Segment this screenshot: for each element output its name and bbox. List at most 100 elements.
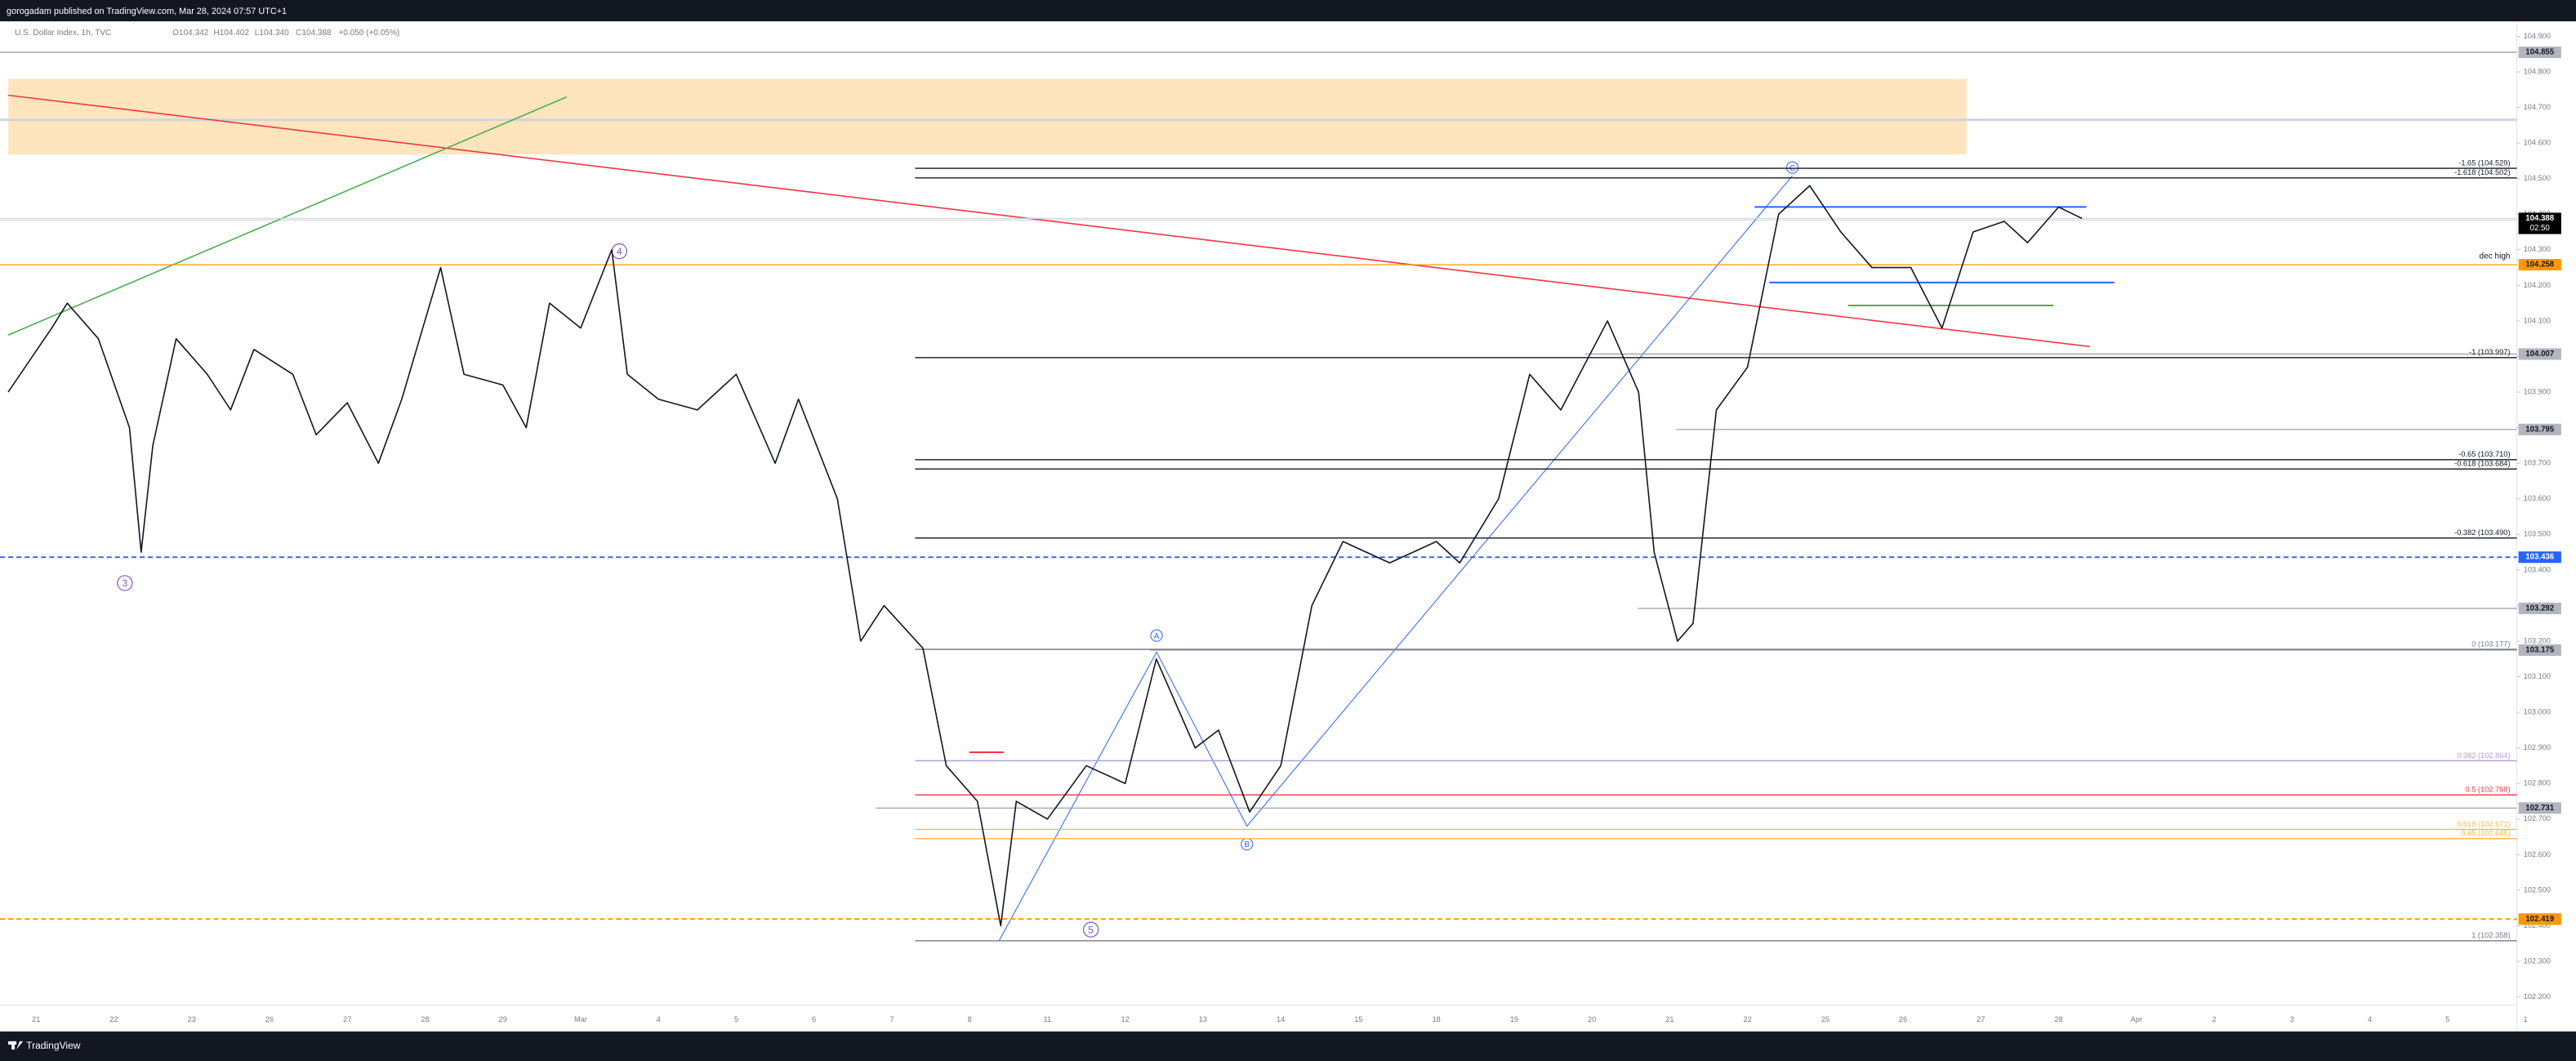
price-path xyxy=(7,185,2083,927)
fib-label: -1.65 (104.529) xyxy=(2458,158,2510,167)
y-tick-label: 103.600 xyxy=(2524,494,2551,502)
price-tag-label: 104.007 xyxy=(2525,350,2554,359)
wave-labels: 3 4 5 A B C xyxy=(117,161,1799,938)
price-tag xyxy=(2518,913,2561,925)
x-tick-label: 2 xyxy=(2212,1015,2216,1023)
price-tag-label: 103.436 xyxy=(2525,553,2554,562)
ohlc-value: L104.340 xyxy=(255,29,289,38)
x-tick-label: 4 xyxy=(2368,1015,2372,1023)
footer-bar xyxy=(0,1031,2576,1061)
fib-label: -1.618 (104.502) xyxy=(2454,168,2510,176)
trend-line xyxy=(7,96,568,336)
fib-label: -0.65 (103.710) xyxy=(2458,450,2510,458)
symbol-title: U.S. Dollar Index, 1h, TVC xyxy=(15,29,111,38)
x-tick-label: 22 xyxy=(109,1015,118,1023)
x-tick-label: 5 xyxy=(2445,1015,2449,1023)
wave-label: A xyxy=(1154,632,1160,641)
x-tick-label: 11 xyxy=(1044,1015,1052,1023)
header-bar xyxy=(0,0,2576,22)
y-tick-label: 102.700 xyxy=(2524,814,2551,822)
x-tick-label: 8 xyxy=(968,1015,972,1023)
x-tick-label: 21 xyxy=(32,1015,40,1023)
y-tick-label: 103.200 xyxy=(2524,636,2551,644)
price-tag-label: 103.175 xyxy=(2525,645,2554,654)
x-tick-label: 20 xyxy=(1588,1015,1596,1023)
price-tag-label: 102.419 xyxy=(2525,915,2554,924)
supply-zone xyxy=(8,78,1967,155)
price-tag xyxy=(2518,802,2561,814)
x-tick-label: 13 xyxy=(1199,1015,1207,1023)
price-tag-label: 104.855 xyxy=(2525,48,2554,57)
y-tick-label: 102.600 xyxy=(2524,850,2551,858)
x-tick-label: 5 xyxy=(734,1015,738,1023)
y-tick-label: 103.500 xyxy=(2524,530,2551,538)
price-tag xyxy=(2518,212,2561,234)
y-tick-label: 104.300 xyxy=(2524,245,2551,253)
y-tick-label: 102.300 xyxy=(2524,956,2551,965)
wave-label: B xyxy=(1244,840,1250,849)
x-tick-label: 4 xyxy=(657,1015,661,1023)
price-tag xyxy=(2518,259,2561,271)
x-tick-label: 28 xyxy=(2054,1015,2062,1023)
y-tick-label: 102.200 xyxy=(2524,992,2551,1001)
x-tick-label: Mar xyxy=(574,1015,587,1023)
price-tag-label: 102.731 xyxy=(2525,804,2554,813)
ohlc-value: +0.050 (+0.05%) xyxy=(338,29,399,38)
price-tag-label: 103.292 xyxy=(2525,604,2554,613)
ohlc-value: O104.342 xyxy=(172,29,209,38)
price-tag-label: 104.258 xyxy=(2525,261,2554,270)
ohlc-value: H104.402 xyxy=(213,29,249,38)
y-tick-label: 104.500 xyxy=(2524,174,2551,182)
y-tick-label: 104.900 xyxy=(2524,32,2551,40)
price-tag xyxy=(2518,423,2561,435)
x-tick-label: 27 xyxy=(1977,1015,1985,1023)
price-tag-label: 103.795 xyxy=(2525,425,2554,434)
x-tick-label: 27 xyxy=(343,1015,351,1023)
publisher: gorogadam published on TradingView.com, … xyxy=(7,7,287,16)
x-tick-label: 28 xyxy=(421,1015,429,1023)
x-tick-label: 14 xyxy=(1277,1015,1285,1023)
x-tick-label: 18 xyxy=(1432,1015,1440,1023)
fib-label: 0.382 (102.864) xyxy=(2457,751,2510,760)
trend-line xyxy=(7,94,2090,348)
fib-label: 0 (103.177) xyxy=(2471,640,2510,648)
countdown: 02:50 xyxy=(2530,224,2550,233)
x-tick-label: Apr xyxy=(2131,1015,2142,1023)
ohlc-value: C104.388 xyxy=(296,29,332,38)
wave-label: 4 xyxy=(617,246,622,257)
y-tick-label: 102.500 xyxy=(2524,885,2551,894)
price-tag xyxy=(2518,644,2561,656)
wave-label: 3 xyxy=(123,577,128,589)
price-tag xyxy=(2518,602,2561,614)
x-tick-label: 21 xyxy=(1665,1015,1674,1023)
x-tick-label: 29 xyxy=(499,1015,507,1023)
x-tick-label: 19 xyxy=(1510,1015,1518,1023)
y-tick-label: 104.200 xyxy=(2524,281,2551,289)
y-tick-label: 104.700 xyxy=(2524,103,2551,111)
x-tick-label: 23 xyxy=(188,1015,196,1023)
fib-label: 1 (102.358) xyxy=(2471,931,2510,939)
price-tag xyxy=(2518,348,2561,360)
y-tick-label: 102.900 xyxy=(2524,743,2551,751)
fib-label: -0.618 (103.684) xyxy=(2454,460,2510,468)
y-tick-label: 104.600 xyxy=(2524,139,2551,147)
x-tick-label: 3 xyxy=(2290,1015,2294,1023)
abc-path xyxy=(998,175,1793,942)
x-tick-label: 7 xyxy=(889,1015,894,1023)
y-tick-label: 104.800 xyxy=(2524,67,2551,75)
y-tick-label: 103.100 xyxy=(2524,672,2551,680)
fib-label: 0.65 (102.645) xyxy=(2461,829,2510,837)
x-tick-label: 12 xyxy=(1121,1015,1130,1023)
fib-label: 0.618 (102.671) xyxy=(2457,820,2510,828)
price-tag-label: 104.388 xyxy=(2525,214,2554,223)
fib-label: -0.382 (103.490) xyxy=(2454,528,2510,537)
price-tag xyxy=(2518,47,2561,59)
y-tick-label: 103.700 xyxy=(2524,459,2551,467)
wave-label: 5 xyxy=(1088,924,1094,935)
x-tick-label: 15 xyxy=(1354,1015,1362,1023)
x-tick-label: 26 xyxy=(265,1015,274,1023)
x-tick-label: 25 xyxy=(1821,1015,1829,1023)
dec-high-label: dec high xyxy=(2480,252,2511,261)
